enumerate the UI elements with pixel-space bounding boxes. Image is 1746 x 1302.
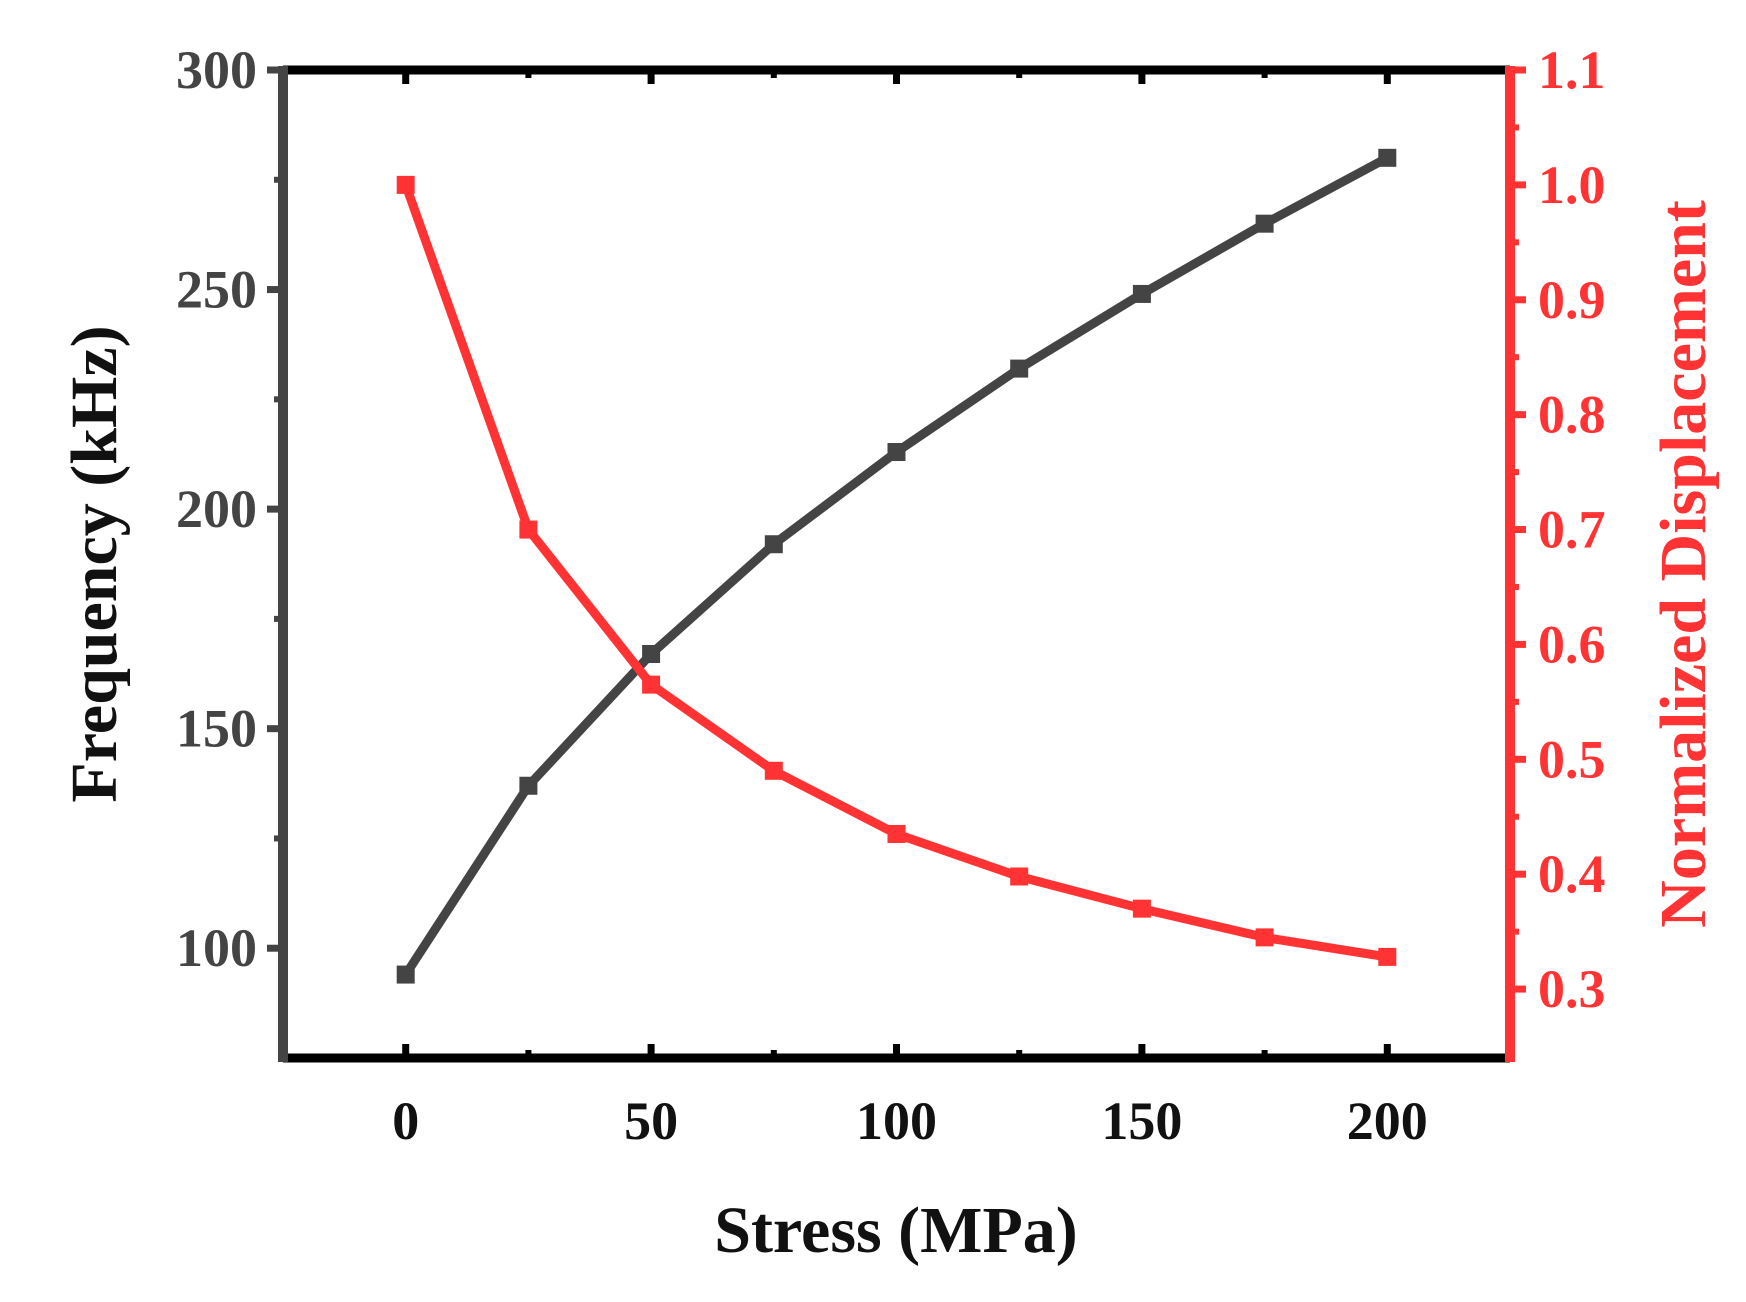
displacement-data-point (1132, 899, 1151, 918)
y-tick-label: 250 (176, 260, 257, 320)
x-tick-label: 200 (1347, 1091, 1428, 1151)
displacement-data-point (887, 824, 906, 843)
x-tick-label: 0 (392, 1091, 419, 1151)
y2-tick-label: 0.9 (1538, 270, 1606, 330)
series-layer (396, 148, 1397, 984)
frequency-data-point (1010, 359, 1029, 378)
frequency-data-point (642, 645, 661, 664)
frequency-data-point (764, 535, 783, 554)
frequency-data-point (1255, 214, 1274, 233)
frequency-data-point (519, 776, 538, 795)
displacement-data-point (519, 520, 538, 539)
displacement-data-point (1255, 928, 1274, 947)
y-tick-label: 200 (176, 479, 257, 539)
left-axis-title: Frequency (kHz) (58, 325, 131, 802)
y2-tick-label: 1.0 (1538, 155, 1606, 215)
displacement-data-point (1378, 947, 1397, 966)
y2-tick-label: 0.5 (1538, 729, 1606, 789)
y2-tick-label: 1.1 (1538, 40, 1606, 100)
y-tick-label: 100 (176, 918, 257, 978)
displacement-data-point (642, 675, 661, 694)
y2-tick-label: 0.8 (1538, 385, 1606, 445)
right-axis-title: Normalized Displacement (1647, 200, 1720, 928)
displacement-data-point (1010, 867, 1029, 886)
y-tick-label: 300 (176, 40, 257, 100)
x-tick-label: 50 (624, 1091, 678, 1151)
x-tick-label: 150 (1101, 1091, 1182, 1151)
y2-tick-label: 0.7 (1538, 500, 1606, 560)
x-axis-ticks: 0 50 100 150 200 (392, 70, 1428, 1151)
frequency-data-point (1132, 284, 1151, 303)
left-axis-ticks: 100 150 200 250 300 (176, 40, 283, 978)
y2-tick-label: 0.6 (1538, 614, 1606, 674)
displacement-data-point (396, 175, 415, 194)
frequency-data-point (887, 443, 906, 462)
frequency-data-point (1378, 148, 1397, 167)
y2-tick-label: 0.3 (1538, 959, 1606, 1019)
y2-tick-label: 0.4 (1538, 844, 1606, 904)
displacement-data-point (764, 761, 783, 780)
x-axis-title: Stress (MPa) (714, 1194, 1078, 1267)
right-axis-ticks: 0.3 0.4 0.5 0.6 0.7 0.8 0.9 1.0 1.1 (1510, 40, 1606, 1019)
x-tick-label: 100 (856, 1091, 937, 1151)
frequency-data-point (396, 965, 415, 984)
y-tick-label: 150 (176, 699, 257, 759)
